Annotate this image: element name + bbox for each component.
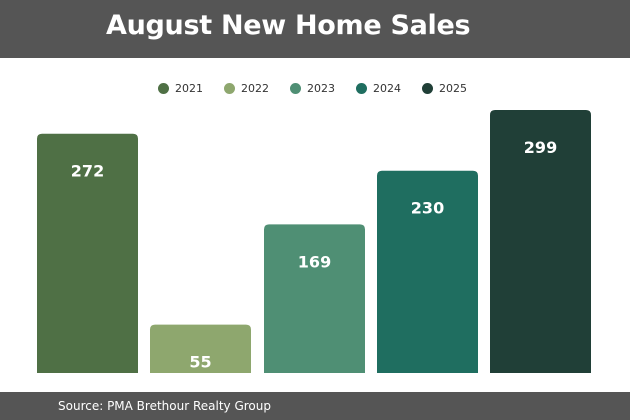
footer-bar: Source: PMA Brethour Realty Group <box>0 392 630 420</box>
data-label-2025: 299 <box>524 138 557 157</box>
legend-item-2022: 2022 <box>224 79 269 97</box>
legend-label-2022: 2022 <box>241 81 269 95</box>
title-bar: August New Home Sales <box>0 0 630 58</box>
chart-title: August New Home Sales <box>106 10 471 41</box>
source-note: Source: PMA Brethour Realty Group <box>58 399 271 413</box>
legend-item-2021: 2021 <box>158 79 203 97</box>
legend-label-2023: 2023 <box>307 81 335 95</box>
data-label-2024: 230 <box>411 199 444 218</box>
legend-swatch-2022 <box>224 82 235 94</box>
legend-swatch-2021 <box>158 82 169 94</box>
legend-swatch-2024 <box>356 82 367 94</box>
bar-2024 <box>377 170 478 373</box>
legend-label-2025: 2025 <box>439 81 467 95</box>
data-label-2022: 55 <box>189 353 211 372</box>
legend-item-2025: 2025 <box>422 79 467 97</box>
bar-2023 <box>264 224 365 373</box>
legend-item-2023: 2023 <box>290 79 335 97</box>
data-label-2021: 272 <box>71 162 104 181</box>
legend-label-2024: 2024 <box>373 81 401 95</box>
legend-swatch-2023 <box>290 82 301 94</box>
legend-swatch-2025 <box>422 82 433 94</box>
bar-2025 <box>490 110 591 373</box>
bar-2022 <box>150 324 251 373</box>
bar-2021 <box>37 133 138 373</box>
chart-legend: 2021 2022 2023 2024 2025 <box>0 79 630 97</box>
legend-label-2021: 2021 <box>175 81 203 95</box>
data-label-2023: 169 <box>298 252 331 271</box>
legend-item-2024: 2024 <box>356 79 401 97</box>
